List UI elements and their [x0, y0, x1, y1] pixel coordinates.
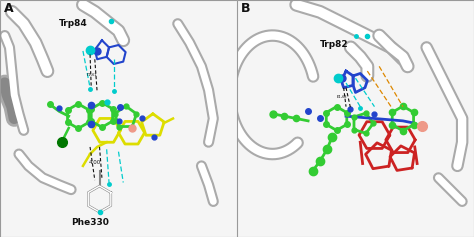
Text: 4.00: 4.00 [89, 160, 101, 164]
Text: r₁.₆₁: r₁.₆₁ [86, 72, 97, 77]
Text: r₄.₆₈: r₄.₆₈ [337, 94, 347, 99]
Text: Phe330: Phe330 [71, 218, 109, 227]
Text: B: B [240, 2, 250, 15]
Text: A: A [4, 2, 13, 15]
Text: Trp82: Trp82 [320, 40, 348, 49]
Text: Trp84: Trp84 [59, 19, 88, 28]
